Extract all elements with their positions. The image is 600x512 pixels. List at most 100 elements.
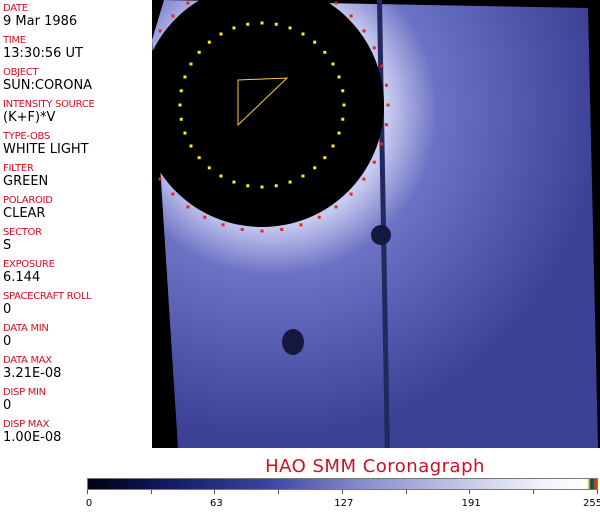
field-value: 0 — [3, 334, 12, 349]
inner-ring-dot — [341, 89, 345, 93]
colorbar-tick-label: 63 — [210, 498, 223, 509]
field-value: 1.00E-08 — [3, 430, 62, 445]
inner-ring-dot — [232, 180, 236, 184]
inner-ring-dot — [179, 89, 183, 93]
field-label: INTENSITY SOURCE — [3, 99, 95, 110]
field-value: 9 Mar 1986 — [3, 14, 78, 29]
inner-ring-dot — [183, 75, 187, 79]
inner-ring-dot — [183, 131, 187, 135]
inner-ring-dot — [288, 180, 292, 184]
inner-ring-dot — [337, 131, 341, 135]
colorbar-tick-label: 127 — [334, 498, 354, 509]
field-value: 13:30:56 UT — [3, 46, 83, 61]
dark-spot — [282, 329, 304, 355]
inner-ring-dot — [207, 40, 211, 44]
dark-spot — [371, 225, 391, 245]
outer-ring-dot — [203, 215, 207, 219]
colorbar-tick — [405, 490, 407, 494]
inner-ring-dot — [274, 184, 278, 188]
inner-ring-dot — [301, 32, 305, 36]
field-value: 0 — [3, 398, 12, 413]
sector-marker — [237, 77, 289, 127]
inner-ring-dot — [323, 50, 327, 54]
occulter-disk — [152, 0, 384, 227]
outer-ring-dot — [317, 215, 321, 219]
outer-ring-dot — [380, 142, 384, 146]
outer-ring-dot — [384, 123, 388, 127]
inner-ring-dot — [189, 144, 193, 148]
outer-ring-dot — [299, 223, 303, 227]
field-label: SECTOR — [3, 227, 42, 238]
field-value: GREEN — [3, 174, 49, 189]
field-label: DATA MIN — [3, 323, 49, 334]
inner-ring-dot — [232, 26, 236, 30]
inner-ring-dot — [342, 103, 346, 107]
outer-ring-dot — [349, 14, 353, 18]
field-value: WHITE LIGHT — [3, 142, 89, 157]
colorbar-tick-label: 191 — [461, 498, 481, 509]
inner-ring-dot — [207, 166, 211, 170]
field-label: EXPOSURE — [3, 259, 55, 270]
inner-ring-dot — [246, 22, 250, 26]
inner-ring-dot — [246, 184, 250, 188]
colorbar-tick — [87, 490, 88, 494]
field-label: TYPE-OBS — [3, 131, 50, 142]
inner-ring-dot — [219, 174, 223, 178]
field-value: S — [3, 238, 12, 253]
inner-ring-dot — [219, 32, 223, 36]
outer-ring-dot — [260, 229, 264, 233]
colorbar-tick — [596, 490, 598, 494]
inner-ring-dot — [178, 103, 182, 107]
inner-ring-dot — [341, 117, 345, 121]
inner-ring-dot — [274, 22, 278, 26]
field-value: (K+F)*V — [3, 110, 56, 125]
inner-ring-dot — [288, 26, 292, 30]
field-label: FILTER — [3, 163, 34, 174]
field-value: 0 — [3, 302, 12, 317]
colorbar-tick-label: 0 — [85, 498, 93, 509]
outer-ring-dot — [362, 177, 366, 181]
field-label: DATE — [3, 3, 28, 14]
field-label: DISP MIN — [3, 387, 46, 398]
outer-ring-dot — [372, 160, 376, 164]
inner-ring-dot — [197, 50, 201, 54]
field-label: SPACECRAFT ROLL — [3, 291, 92, 302]
inner-ring-dot — [323, 156, 327, 160]
colorbar-tick — [532, 490, 534, 494]
field-value: 3.21E-08 — [3, 366, 62, 381]
colorbar-tick — [341, 490, 343, 494]
outer-ring-dot — [380, 64, 384, 68]
outer-ring-dot — [372, 46, 376, 50]
field-label: TIME — [3, 35, 26, 46]
colorbar-tick — [278, 490, 280, 494]
colorbar — [87, 478, 598, 490]
inner-ring-dot — [331, 144, 335, 148]
outer-ring-dot — [334, 1, 338, 5]
outer-ring-dot — [171, 14, 175, 18]
header-info-panel: DATE 9 Mar 1986 TIME 13:30:56 UT OBJECT SUN:C… — [0, 0, 153, 448]
field-label: DATA MAX — [3, 355, 52, 366]
field-label: DISP MAX — [3, 419, 50, 430]
inner-ring-dot — [260, 21, 264, 25]
field-value: SUN:CORONA — [3, 78, 93, 93]
outer-ring-dot — [186, 205, 190, 209]
inner-ring-dot — [260, 185, 264, 189]
outer-ring-dot — [158, 29, 162, 33]
outer-ring-dot — [334, 205, 338, 209]
inner-ring-dot — [189, 62, 193, 66]
outer-ring-dot — [221, 223, 225, 227]
colorbar-tick-label: 255 — [583, 498, 600, 509]
field-value: CLEAR — [3, 206, 46, 221]
field-label: POLAROID — [3, 195, 53, 206]
outer-ring-dot — [186, 1, 190, 5]
colorbar-tick — [214, 490, 216, 494]
inner-ring-dot — [301, 174, 305, 178]
inner-ring-dot — [313, 40, 317, 44]
outer-ring-dot — [240, 227, 244, 231]
outer-ring-dot — [280, 227, 284, 231]
outer-ring-dot — [349, 192, 353, 196]
inner-ring-dot — [331, 62, 335, 66]
coronagraph-image — [152, 0, 600, 448]
outer-ring-dot — [158, 177, 162, 181]
outer-ring-dot — [384, 83, 388, 87]
